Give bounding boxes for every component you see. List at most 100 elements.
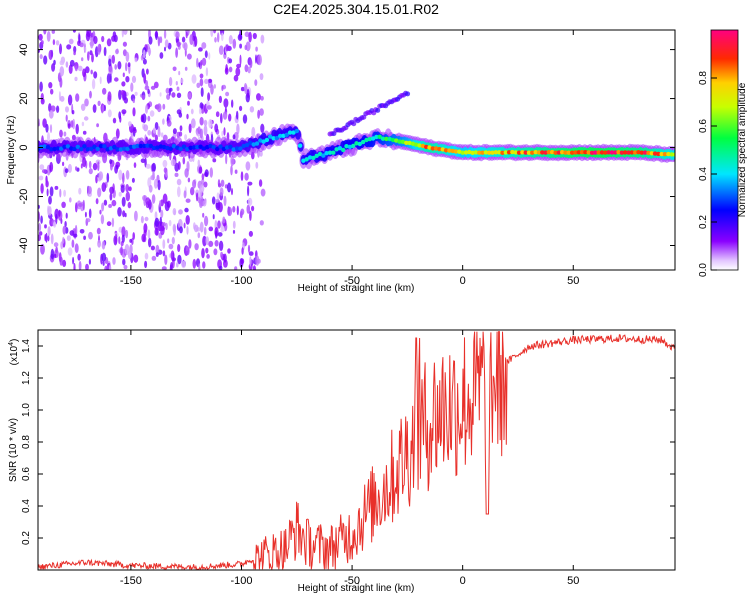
noise-speckle	[247, 66, 251, 74]
noise-speckle	[111, 217, 115, 228]
ridge-core	[487, 150, 492, 155]
noise-speckle	[127, 201, 132, 209]
y-tick-label: 0.2	[21, 531, 32, 545]
noise-speckle	[223, 195, 227, 207]
noise-speckle	[83, 235, 86, 240]
ridge-core	[261, 139, 266, 144]
ridge-core	[248, 140, 253, 146]
noise-speckle	[70, 120, 74, 128]
ridge-core	[42, 144, 47, 149]
noise-speckle	[114, 233, 118, 244]
noise-speckle	[236, 110, 239, 120]
noise-speckle	[199, 73, 204, 79]
noise-speckle	[164, 46, 166, 52]
noise-speckle	[244, 64, 249, 73]
noise-speckle	[175, 31, 180, 39]
noise-speckle	[56, 105, 60, 113]
noise-speckle	[148, 237, 152, 248]
noise-speckle	[122, 258, 126, 266]
noise-speckle	[87, 51, 90, 61]
noise-speckle	[65, 212, 68, 219]
ridge-core	[626, 150, 631, 155]
ridge-core	[427, 145, 432, 150]
colorbar-label: Normalized spectral amplitude	[737, 82, 748, 217]
noise-speckle	[125, 62, 128, 72]
noise-speckle	[231, 99, 234, 108]
noise-speckle	[97, 239, 101, 248]
noise-speckle	[127, 62, 131, 68]
ridge-core	[211, 145, 216, 150]
noise-speckle	[72, 256, 75, 265]
noise-speckle	[231, 188, 233, 196]
ridge-core	[404, 140, 409, 145]
noise-speckle	[199, 78, 204, 87]
noise-speckle	[197, 232, 201, 239]
noise-speckle	[72, 30, 76, 33]
noise-speckle	[246, 88, 250, 99]
noise-speckle	[128, 186, 132, 192]
ridge-core	[122, 146, 127, 151]
ridge-core	[563, 150, 568, 155]
noise-speckle	[39, 164, 45, 171]
ridge-core	[589, 150, 595, 155]
noise-speckle	[177, 244, 181, 252]
snr-series-line	[38, 331, 675, 570]
ridge-core	[291, 130, 296, 135]
noise-speckle	[232, 206, 236, 213]
noise-speckle	[161, 132, 164, 138]
x-tick-label: 50	[567, 575, 579, 587]
noise-speckle	[162, 250, 166, 257]
noise-speckle	[122, 172, 125, 184]
noise-speckle	[106, 221, 112, 227]
noise-speckle	[122, 72, 125, 78]
ridge-core	[198, 144, 203, 149]
noise-speckle	[214, 123, 219, 133]
noise-speckle	[150, 245, 155, 251]
noise-speckle	[154, 227, 159, 236]
ridge-core	[62, 144, 67, 149]
noise-speckle	[152, 127, 157, 134]
ridge-core	[224, 145, 230, 150]
noise-speckle	[257, 54, 262, 66]
noise-speckle	[48, 109, 54, 119]
ridge-core	[171, 144, 177, 149]
noise-speckle	[225, 153, 228, 165]
noise-speckle	[187, 100, 190, 106]
noise-speckle	[212, 214, 215, 220]
noise-speckle	[50, 88, 54, 95]
noise-speckle	[165, 222, 168, 231]
noise-speckle	[167, 238, 170, 244]
ridge-core	[390, 137, 396, 143]
noise-speckle	[106, 73, 111, 84]
noise-speckle	[244, 172, 249, 181]
noise-speckle	[244, 45, 248, 50]
noise-speckle	[251, 205, 255, 212]
noise-speckle	[81, 57, 84, 62]
noise-speckle	[220, 227, 225, 233]
noise-speckle	[68, 64, 73, 74]
ridge-core	[98, 143, 104, 149]
noise-speckle	[77, 253, 81, 261]
noise-speckle	[221, 32, 224, 42]
noise-speckle	[113, 34, 118, 43]
ridge-core	[341, 147, 346, 153]
ridge-core	[636, 150, 641, 155]
ridge-core	[357, 141, 362, 147]
noise-speckle	[203, 119, 208, 127]
ridge-core	[304, 157, 309, 162]
noise-speckle	[204, 215, 209, 227]
noise-speckle	[248, 251, 254, 256]
noise-speckle	[184, 66, 188, 71]
x-tick-label: -50	[344, 575, 360, 587]
noise-speckle	[249, 59, 253, 69]
ridge-core	[135, 143, 140, 149]
snr-y-label: SNR (10 * v/v)	[8, 418, 19, 482]
noise-speckle	[257, 109, 260, 119]
noise-speckle	[58, 209, 61, 217]
ridge-core	[138, 143, 143, 149]
noise-speckle	[185, 198, 191, 203]
noise-speckle	[255, 255, 260, 266]
ridge-core	[347, 144, 353, 150]
x-tick-label: 0	[460, 575, 466, 587]
noise-speckle	[145, 104, 148, 114]
